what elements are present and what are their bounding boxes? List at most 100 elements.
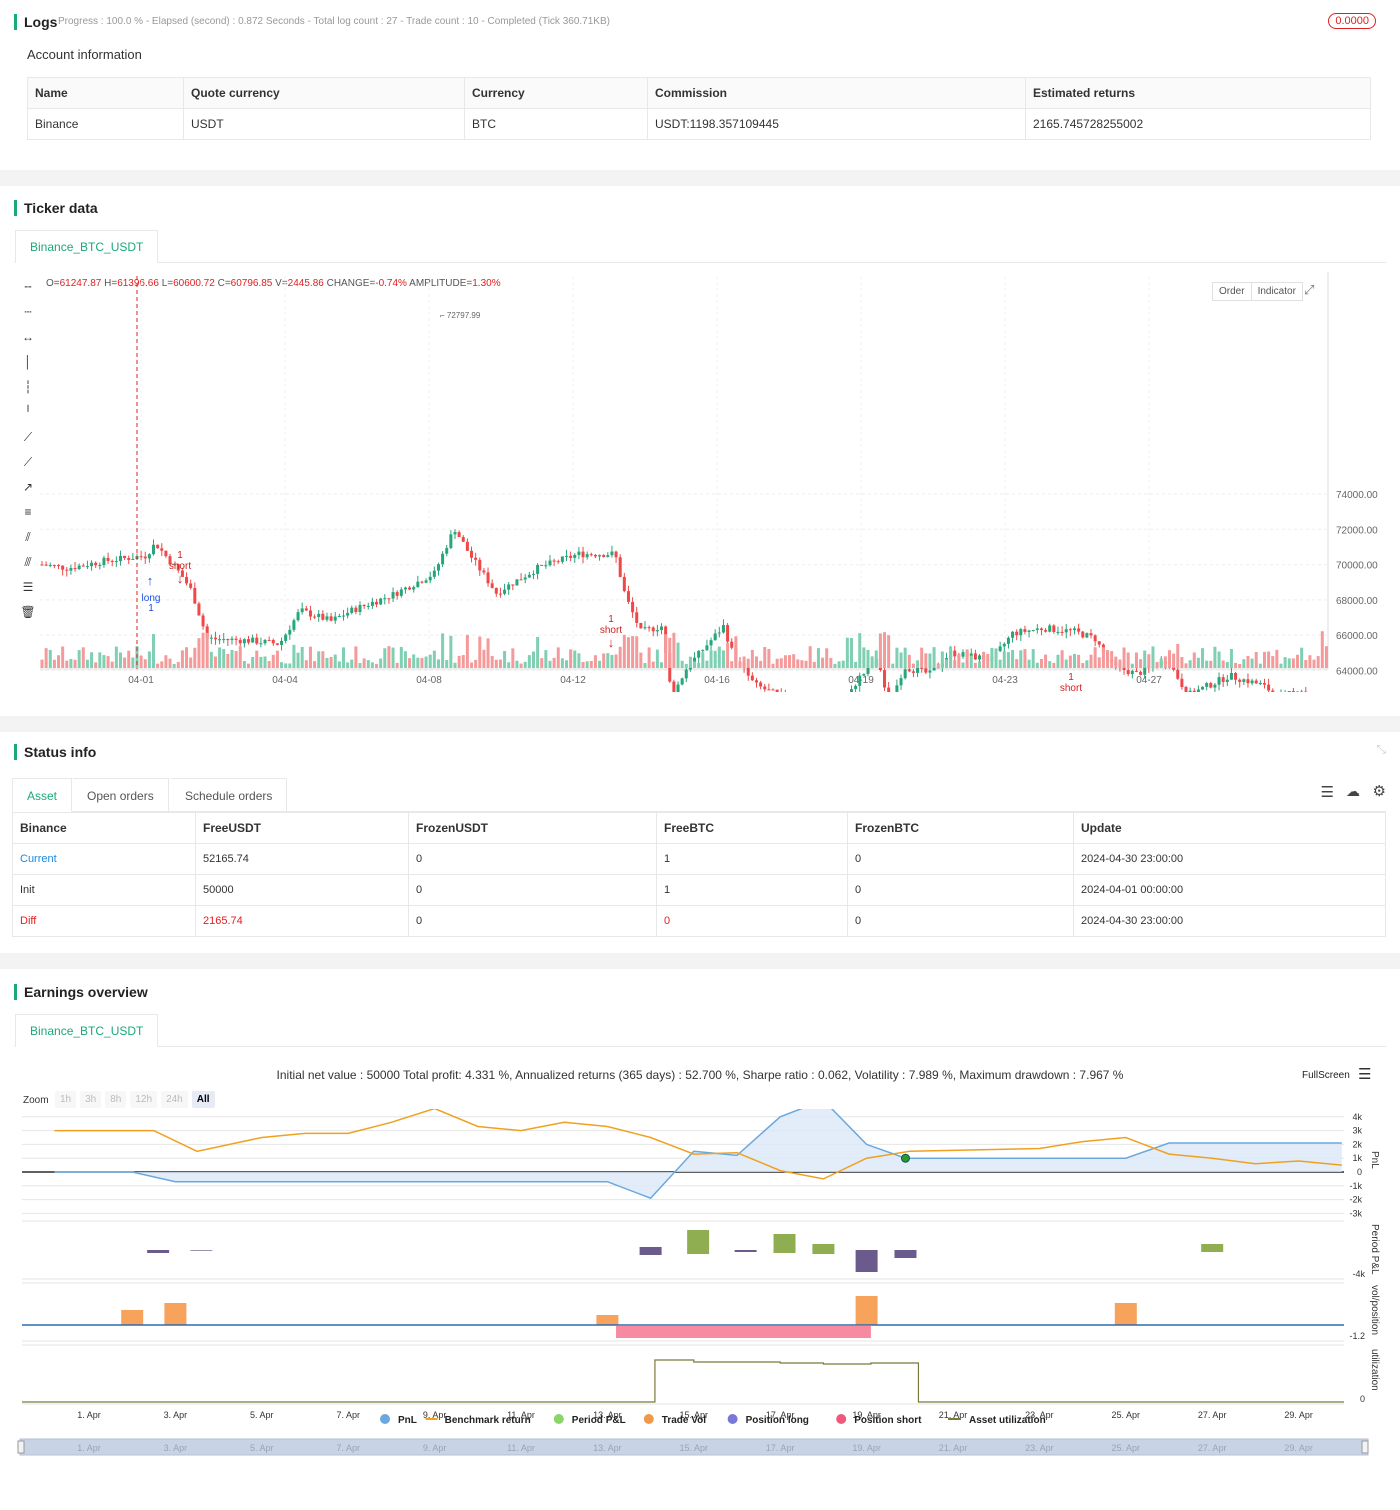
volume-bar [825,648,829,668]
candle-body [1056,631,1060,633]
zoom-24h-button[interactable]: 24h [161,1091,188,1108]
arrow-line-icon[interactable]: ↗ [22,480,34,494]
cell: 2024-04-01 00:00:00 [1073,874,1386,906]
candle-body [515,579,519,586]
candle-body [304,608,308,611]
candlestick-chart[interactable]: 74000.00 72000.00 70000.00 68000.00 66000.00… [0,272,1400,692]
candle-body [1085,633,1089,638]
amp-value: 1.30% [472,278,501,289]
order-button[interactable]: Order [1213,283,1252,300]
candle-body [329,616,333,621]
candle-body [350,607,354,613]
ray-icon[interactable]: ⟋ [23,455,33,469]
candle-body [118,555,122,562]
volume-bar [796,659,800,668]
volume-bar [1035,662,1039,668]
h-value: 61396.66 [117,278,159,289]
table-row: Diff 2165.74 0 0 0 2024-04-30 23:00:00 [12,905,1386,937]
zoom-8h-button[interactable]: 8h [105,1091,127,1108]
candle-body [1172,666,1176,670]
candle-body [98,565,102,567]
vertical-segment-icon[interactable]: ┆ [24,380,32,394]
navigator-tick: 25. Apr [1112,1443,1141,1453]
cell: 2165.74 [195,905,409,937]
volume-bar [577,653,581,668]
fib-channel-icon[interactable]: ⫻ [24,555,32,569]
zoom-All-button[interactable]: All [191,1091,215,1108]
fullscreen-button[interactable]: FullScreen [1302,1070,1350,1081]
account-title: Account information [27,47,142,62]
candle-body [1229,672,1233,680]
vertical-line-icon[interactable]: │ [24,355,32,369]
horizontal-segment-icon[interactable]: ↔ [22,330,34,344]
candle-body [1221,677,1225,682]
candle-body [1238,679,1242,682]
volume-bar [263,656,267,668]
x-tick-label: 11. Apr [507,1410,535,1420]
candle-body [61,565,65,570]
indicator-button[interactable]: Indicator [1257,286,1296,297]
v-value: 2445.86 [287,278,324,289]
vertical-ray-icon[interactable]: ╵ [24,405,32,419]
y-tick-label: 74000.00 [1336,490,1378,501]
volume-bar [321,651,325,668]
candle-body [631,601,635,613]
fib-retracement-icon[interactable]: ☰ [22,580,34,594]
volume-bar [1225,662,1229,668]
tab-binance-btc-usdt[interactable]: Binance_BTC_USDT [15,230,159,263]
navigator-tick: 19. Apr [852,1443,881,1453]
period-bar [894,1250,917,1258]
volume-bar [1052,662,1056,668]
volume-bar [1180,657,1184,668]
period-bar [1201,1244,1224,1252]
volume-bar [172,663,176,668]
volume-bar [626,637,630,668]
trash-icon[interactable]: 🗑 [20,605,36,619]
candle-body [85,566,89,568]
pnl-tick: -1k [1349,1181,1362,1191]
volume-bar [1234,662,1238,668]
price-range-icon[interactable]: ≡ [24,505,32,519]
tab-earnings-binance-btc-usdt[interactable]: Binance_BTC_USDT [15,1014,159,1047]
volume-bar [296,652,300,668]
tab-schedule-orders[interactable]: Schedule orders [171,778,288,812]
candle-body [883,670,887,688]
trend-line-icon[interactable]: ⟋ [23,430,33,444]
zoom-12h-button[interactable]: 12h [130,1091,158,1108]
volume-bar [870,656,874,668]
legend-marker [643,1414,654,1424]
candle-body [610,551,614,556]
volume-bar [701,652,705,668]
volume-bar [123,657,127,668]
volume-bar [44,648,48,668]
cloud-download-icon[interactable]: ☁ [1346,783,1360,799]
tab-asset[interactable]: Asset [12,778,73,812]
x-tick-label: 23. Apr [1025,1410,1054,1420]
period-bar [147,1250,170,1253]
candle-body [589,554,593,556]
expand-icon[interactable]: ⤢ [1304,282,1315,297]
list-icon[interactable]: ☰ [1320,784,1334,801]
volume-bar [717,646,721,668]
legend-marker [380,1414,390,1424]
vol-tick: -1.2 [1349,1331,1365,1341]
zoom-3h-button[interactable]: 3h [80,1091,102,1108]
volume-bar [1151,646,1155,668]
volume-bar [465,634,469,668]
parallel-channel-icon[interactable]: ⫽ [25,530,31,544]
candle-body [482,570,486,573]
gear-icon[interactable]: ⚙ [1372,783,1386,800]
zoom-1h-button[interactable]: 1h [55,1091,77,1108]
logs-badge: 0.0000 [1328,13,1376,29]
volume-bar [1048,661,1052,668]
candle-body [284,634,288,641]
horizontal-ray-icon[interactable]: ┄ [24,305,32,319]
collapse-icon[interactable]: ⤡ [1376,742,1386,756]
candle-body [1011,631,1015,638]
menu-icon[interactable]: ☰ [1358,1066,1372,1083]
tab-open-orders[interactable]: Open orders [73,778,169,812]
volume-bar [1056,654,1060,668]
horizontal-line-icon[interactable]: ╌ [24,280,32,294]
candle-body [267,639,271,641]
